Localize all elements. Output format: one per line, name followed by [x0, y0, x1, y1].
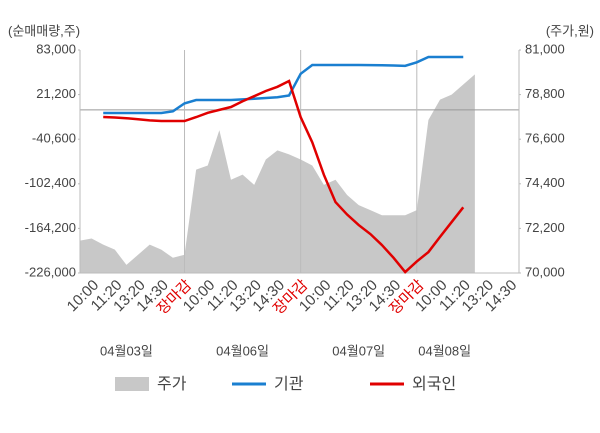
- y-tick-label: 21,200: [36, 86, 76, 101]
- day-label: 04월06일: [216, 343, 269, 358]
- y-tick-label: -226,000: [25, 264, 76, 279]
- y-axis-label: (순매매량,주): [8, 23, 80, 38]
- y-tick-label: -164,200: [25, 220, 76, 235]
- legend-label: 외국인: [412, 375, 456, 393]
- legend-item: 기관: [232, 375, 304, 393]
- legend-item: 주가: [115, 375, 187, 393]
- y2-axis-label: (주가,원): [546, 23, 594, 38]
- day-label: 04월03일: [100, 343, 153, 358]
- legend-label: 주가: [157, 375, 187, 393]
- y2-tick-label: 76,600: [525, 131, 565, 146]
- y2-tick-label: 70,000: [525, 264, 565, 279]
- series-line: [103, 55, 464, 115]
- legend-item: 외국인: [370, 375, 456, 393]
- day-label: 04월08일: [418, 343, 471, 358]
- day-label: 04월07일: [332, 343, 385, 358]
- y-tick-label: -102,400: [25, 175, 76, 190]
- y-tick-label: 83,000: [36, 41, 76, 56]
- y2-tick-label: 78,800: [525, 86, 565, 101]
- y2-tick-label: 72,200: [525, 220, 565, 235]
- y2-tick-label: 81,000: [525, 41, 565, 56]
- y-tick-label: -40,600: [32, 131, 76, 146]
- legend-swatch: [115, 377, 149, 391]
- y2-tick-label: 74,400: [525, 175, 565, 190]
- legend-label: 기관: [274, 375, 304, 393]
- plot-frame: [79, 50, 520, 274]
- series-line: [103, 79, 465, 274]
- price-area: [80, 74, 475, 273]
